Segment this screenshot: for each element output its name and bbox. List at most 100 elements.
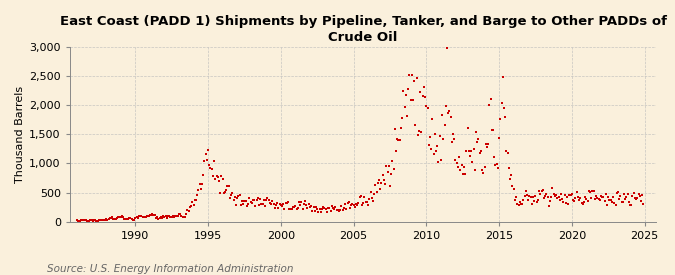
Point	[297, 207, 308, 211]
Point	[578, 200, 589, 205]
Point	[484, 103, 495, 108]
Point	[101, 217, 111, 221]
Point	[513, 202, 524, 207]
Point	[549, 194, 560, 199]
Point	[461, 149, 472, 153]
Point	[375, 187, 385, 191]
Point	[207, 174, 218, 178]
Point	[130, 216, 140, 220]
Point	[353, 201, 364, 206]
Point	[248, 198, 259, 202]
Point	[230, 195, 240, 200]
Point	[216, 174, 227, 178]
Text: Source: U.S. Energy Information Administration: Source: U.S. Energy Information Administ…	[47, 264, 294, 274]
Point	[630, 197, 641, 201]
Point	[90, 218, 101, 222]
Point	[291, 207, 302, 211]
Point	[306, 204, 317, 208]
Point	[391, 149, 402, 153]
Point	[462, 126, 473, 130]
Point	[239, 199, 250, 204]
Point	[481, 142, 491, 146]
Point	[76, 218, 86, 222]
Point	[443, 111, 454, 115]
Point	[517, 202, 528, 206]
Point	[109, 216, 120, 221]
Point	[142, 213, 153, 218]
Point	[263, 198, 274, 203]
Point	[449, 136, 460, 141]
Point	[362, 203, 373, 207]
Point	[205, 166, 216, 171]
Point	[627, 194, 638, 199]
Point	[507, 184, 518, 188]
Point	[504, 166, 514, 170]
Point	[225, 193, 236, 197]
Point	[364, 197, 375, 201]
Point	[388, 167, 399, 171]
Point	[448, 131, 458, 136]
Point	[458, 164, 469, 169]
Point	[268, 202, 279, 206]
Point	[354, 195, 365, 199]
Point	[82, 219, 93, 223]
Point	[195, 187, 206, 191]
Point	[437, 113, 448, 118]
Point	[181, 212, 192, 216]
Point	[252, 196, 263, 200]
Point	[470, 130, 481, 134]
Point	[201, 158, 212, 162]
Point	[313, 209, 324, 214]
Point	[438, 137, 449, 141]
Point	[278, 202, 289, 207]
Point	[209, 158, 219, 163]
Point	[215, 191, 225, 195]
Point	[242, 204, 252, 208]
Point	[271, 202, 281, 207]
Point	[344, 200, 354, 205]
Point	[175, 211, 186, 216]
Point	[545, 199, 556, 203]
Point	[284, 207, 295, 211]
Point	[514, 200, 525, 204]
Point	[279, 207, 290, 211]
Point	[493, 166, 504, 170]
Point	[499, 106, 510, 110]
Point	[589, 189, 599, 193]
Point	[95, 218, 105, 223]
Point	[519, 194, 530, 199]
Point	[452, 161, 462, 165]
Point	[318, 205, 329, 209]
Point	[423, 143, 434, 147]
Point	[94, 218, 105, 223]
Point	[238, 202, 248, 206]
Point	[159, 214, 170, 219]
Point	[371, 190, 382, 194]
Point	[326, 204, 337, 209]
Point	[439, 122, 450, 127]
Point	[227, 191, 238, 196]
Point	[233, 194, 244, 198]
Point	[368, 199, 379, 203]
Point	[385, 184, 396, 188]
Point	[359, 194, 370, 199]
Point	[221, 188, 232, 192]
Point	[272, 201, 283, 205]
Point	[405, 98, 416, 103]
Point	[403, 87, 414, 91]
Point	[432, 144, 443, 148]
Point	[321, 210, 332, 214]
Point	[624, 200, 634, 204]
Point	[392, 137, 402, 142]
Point	[219, 190, 230, 195]
Point	[88, 218, 99, 222]
Point	[302, 206, 313, 210]
Point	[589, 197, 600, 201]
Point	[96, 218, 107, 222]
Point	[152, 215, 163, 220]
Point	[189, 198, 200, 202]
Point	[571, 189, 582, 194]
Point	[106, 215, 117, 220]
Point	[393, 138, 404, 143]
Point	[418, 84, 429, 89]
